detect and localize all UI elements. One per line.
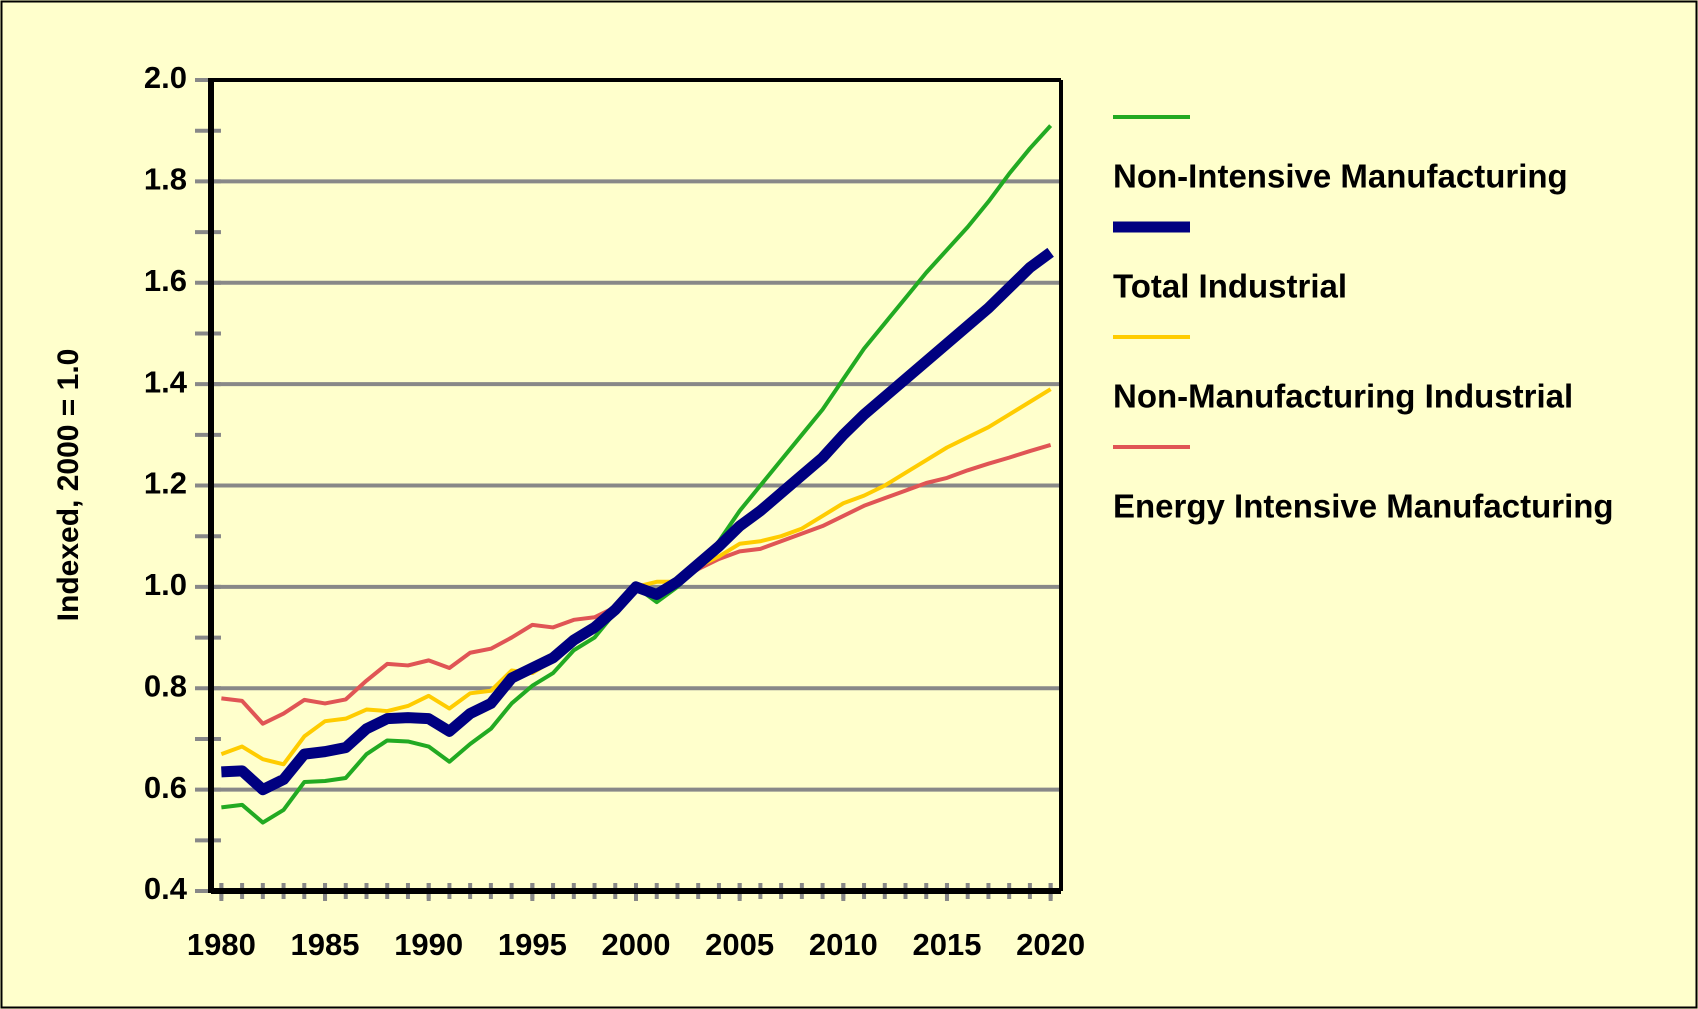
legend-label: Non-Manufacturing Industrial <box>1113 378 1573 415</box>
legend-label: Non-Intensive Manufacturing <box>1113 158 1568 195</box>
x-tick-label: 2015 <box>912 927 981 962</box>
y-tick-label: 1.6 <box>144 263 187 298</box>
y-tick-label: 1.8 <box>144 162 187 197</box>
x-tick-label: 1980 <box>187 927 256 962</box>
series-line <box>221 247 1054 796</box>
legend-label: Energy Intensive Manufacturing <box>1113 488 1614 525</box>
y-tick-label: 0.4 <box>144 871 188 906</box>
legend-label: Total Industrial <box>1113 268 1347 305</box>
y-tick-label: 1.0 <box>144 567 187 602</box>
x-tick-label: 2020 <box>1016 927 1085 962</box>
y-axis-label: Indexed, 2000 = 1.0 <box>52 349 85 622</box>
x-tick-label: 2010 <box>809 927 878 962</box>
x-tick-label: 1985 <box>291 927 360 962</box>
x-tick-label: 1995 <box>498 927 567 962</box>
x-tick-label: 2000 <box>602 927 671 962</box>
x-tick-label: 2005 <box>705 927 774 962</box>
y-tick-label: 1.2 <box>144 466 187 501</box>
x-tick-label: 1990 <box>394 927 463 962</box>
y-tick-label: 0.6 <box>144 770 187 805</box>
y-tick-label: 0.8 <box>144 668 187 703</box>
y-tick-label: 2.0 <box>144 60 187 95</box>
y-tick-label: 1.4 <box>144 364 188 399</box>
